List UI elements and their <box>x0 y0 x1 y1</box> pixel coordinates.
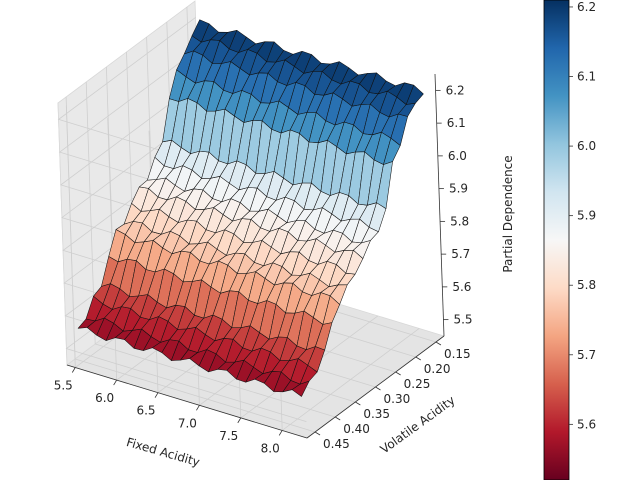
colorbar-tick-label: 6.1 <box>577 70 596 84</box>
colorbar-tick-label: 6.0 <box>577 139 596 153</box>
y-tick-mark <box>314 431 321 436</box>
y-tick-mark <box>435 341 442 346</box>
z-axis-label: Partial Dependence <box>501 155 515 272</box>
y-tick-label: 0.20 <box>424 362 451 376</box>
z-tick-label: 6.0 <box>448 149 467 163</box>
x-tick-label: 6.5 <box>136 404 155 418</box>
z-tick-label: 5.5 <box>453 313 472 327</box>
x-axis-label: Fixed Acidity <box>125 435 202 469</box>
x-tick-mark <box>71 367 76 373</box>
colorbar-tick-label: 5.7 <box>577 348 596 362</box>
y-tick-label: 0.30 <box>384 392 411 406</box>
y-tick-label: 0.15 <box>444 347 471 361</box>
colorbar-tick-label: 5.6 <box>577 417 596 431</box>
colorbar: 5.6 5.7 5.8 5.9 6.0 6.1 6.2 <box>543 0 596 480</box>
x-tick-mark <box>196 405 200 411</box>
x-tick-label: 7.5 <box>219 429 238 443</box>
y-gridline <box>85 81 336 418</box>
x-tick-label: 6.0 <box>95 391 114 405</box>
x-tick-label: 7.0 <box>178 416 197 430</box>
y-tick-label: 0.45 <box>323 437 350 451</box>
y-tick-mark <box>395 371 401 376</box>
colorbar-gradient <box>543 0 570 480</box>
x-tick-mark <box>154 392 159 398</box>
surface-plot <box>77 19 424 397</box>
z-tick-label: 5.6 <box>452 280 471 294</box>
colorbar-tick-label: 5.8 <box>577 278 596 292</box>
x-tick-mark <box>113 379 117 386</box>
y-gridline <box>65 96 316 433</box>
y-tick-mark <box>375 386 381 391</box>
z-tick-label: 6.1 <box>447 116 466 130</box>
y-tick-label: 0.35 <box>363 407 390 421</box>
x-axis-line <box>66 364 308 439</box>
y-tick-mark <box>415 356 421 361</box>
z-tick-label: 5.9 <box>449 182 468 196</box>
z-tick-label: 6.2 <box>446 83 465 97</box>
x-tick-label: 5.5 <box>54 379 73 393</box>
x-tick-label: 8.0 <box>261 441 280 455</box>
surface-cell <box>405 84 424 105</box>
z-tick-label: 5.8 <box>450 214 469 228</box>
y-tick-label: 0.40 <box>343 422 370 436</box>
z-tick-label: 5.7 <box>451 247 470 261</box>
colorbar-ticks: 5.6 5.7 5.8 5.9 6.0 6.1 6.2 <box>569 0 596 431</box>
axis-ticks: 8.07.57.06.56.05.50.150.200.250.300.350.… <box>54 83 473 455</box>
y-tick-mark <box>335 416 341 421</box>
colorbar-tick-label: 6.2 <box>577 0 596 14</box>
y-tick-mark <box>355 401 361 406</box>
y-tick-label: 0.25 <box>404 377 431 391</box>
colorbar-tick-label: 5.9 <box>577 209 596 223</box>
z-axis-line <box>434 73 445 337</box>
x-tick-mark <box>237 417 242 424</box>
x-tick-mark <box>278 430 283 436</box>
